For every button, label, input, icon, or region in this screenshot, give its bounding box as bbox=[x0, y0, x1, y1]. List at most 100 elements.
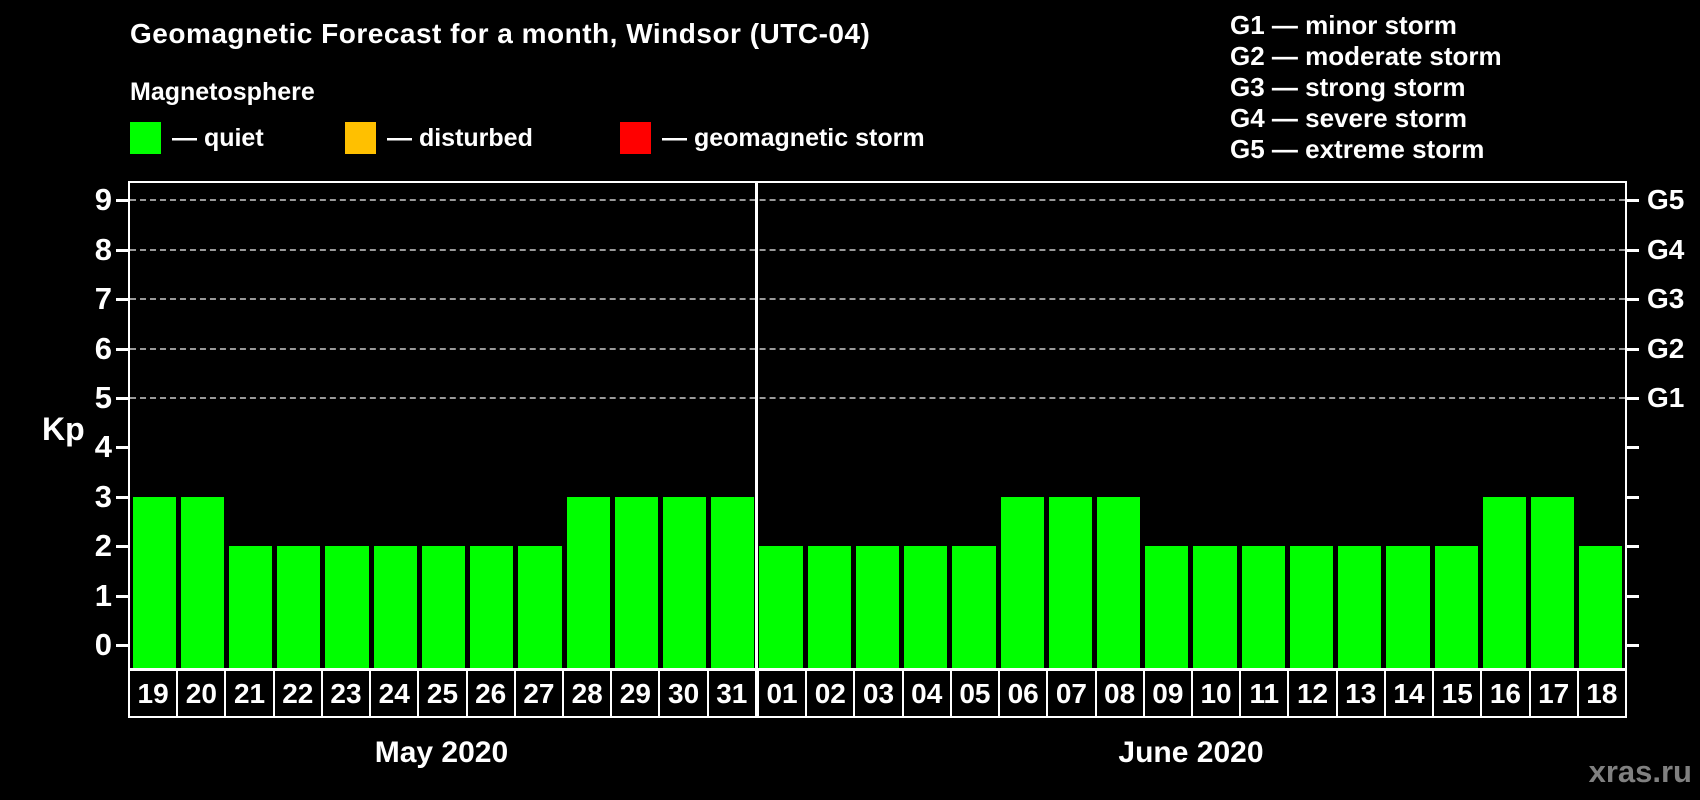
day-label: 30 bbox=[658, 669, 709, 718]
bar-day-29 bbox=[614, 496, 658, 668]
y-axis-tick-right bbox=[1627, 347, 1639, 351]
day-label: 25 bbox=[417, 669, 468, 718]
day-label: 15 bbox=[1432, 669, 1483, 718]
y-tick-label: 6 bbox=[94, 330, 112, 366]
day-label: 07 bbox=[1046, 669, 1097, 718]
day-label: 24 bbox=[369, 669, 420, 718]
chart-subtitle: Magnetosphere bbox=[130, 78, 315, 106]
y-axis-tick-left bbox=[116, 545, 128, 549]
bar-day-24 bbox=[373, 546, 417, 668]
y-axis-tick-right bbox=[1627, 545, 1639, 549]
legend-swatch-disturbed bbox=[345, 122, 376, 154]
gridline-kp9 bbox=[130, 199, 1625, 202]
y-tick-label: 3 bbox=[94, 478, 112, 514]
y-axis-title: Kp bbox=[42, 411, 85, 447]
day-label: 04 bbox=[901, 669, 952, 718]
bar-day-16 bbox=[1482, 496, 1527, 668]
day-label: 06 bbox=[998, 669, 1049, 718]
y-tick-label: 9 bbox=[94, 182, 112, 218]
y-tick-label: 7 bbox=[94, 281, 112, 317]
legend-item-disturbed: — disturbed bbox=[345, 122, 533, 154]
g-legend-item: G4 — severe storm bbox=[1230, 103, 1468, 133]
page-title: Geomagnetic Forecast for a month, Windso… bbox=[130, 18, 871, 49]
day-label: 31 bbox=[706, 669, 757, 718]
bar-day-15 bbox=[1434, 546, 1478, 668]
day-label: 27 bbox=[513, 669, 565, 718]
bar-day-31 bbox=[711, 496, 755, 668]
y-tick-label: 8 bbox=[94, 231, 112, 267]
g-level-label-g2: G2 bbox=[1647, 332, 1685, 364]
bar-day-20 bbox=[180, 496, 224, 668]
day-label: 14 bbox=[1383, 669, 1435, 718]
day-label: 10 bbox=[1190, 669, 1242, 718]
legend-label-storm: — geomagnetic storm bbox=[662, 123, 925, 152]
y-axis-tick-left bbox=[116, 248, 128, 252]
bar-day-19 bbox=[132, 496, 176, 668]
gridline-kp5 bbox=[130, 397, 1625, 399]
y-axis-tick-right bbox=[1627, 495, 1639, 499]
day-label: 20 bbox=[176, 669, 227, 718]
bar-day-18 bbox=[1579, 546, 1623, 668]
bar-day-17 bbox=[1531, 496, 1575, 668]
month-label-may: May 2020 bbox=[374, 736, 509, 769]
y-axis-tick-left bbox=[116, 594, 128, 598]
y-axis-tick-left bbox=[116, 347, 128, 351]
magnetosphere-legend: — quiet — disturbed — geomagnetic storm bbox=[0, 122, 1100, 164]
bar-day-14 bbox=[1386, 546, 1430, 668]
bar-day-27 bbox=[518, 546, 562, 668]
g-level-label-g5: G5 bbox=[1647, 184, 1685, 216]
day-label: 23 bbox=[320, 669, 372, 718]
legend-swatch-quiet bbox=[130, 122, 161, 154]
day-label: 13 bbox=[1335, 669, 1386, 718]
day-label: 12 bbox=[1287, 669, 1338, 718]
day-label: 01 bbox=[756, 669, 808, 718]
bar-day-04 bbox=[904, 546, 948, 668]
gridline-kp8 bbox=[130, 248, 1625, 251]
y-axis-tick-left bbox=[116, 446, 128, 450]
day-label: 21 bbox=[224, 669, 275, 718]
g-level-label-g3: G3 bbox=[1647, 283, 1685, 315]
bar-day-11 bbox=[1241, 546, 1285, 668]
bar-day-09 bbox=[1145, 546, 1189, 668]
month-label-june: June 2020 bbox=[1118, 736, 1264, 769]
bar-day-22 bbox=[277, 546, 321, 668]
day-label: 26 bbox=[465, 669, 516, 718]
y-axis-tick-right bbox=[1627, 594, 1639, 598]
y-axis-tick-right bbox=[1627, 446, 1639, 450]
day-label: 16 bbox=[1480, 669, 1531, 718]
bar-day-07 bbox=[1048, 496, 1092, 668]
gridline-kp6 bbox=[130, 347, 1625, 350]
g-legend-item: G3 — strong storm bbox=[1230, 72, 1466, 102]
g-scale-legend: G1 — minor storm G2 — moderate storm G3 — … bbox=[1230, 10, 1502, 165]
day-label: 02 bbox=[805, 669, 856, 718]
watermark: xras.ru bbox=[1588, 754, 1692, 789]
y-axis-tick-right bbox=[1627, 397, 1639, 400]
bar-day-06 bbox=[1000, 496, 1044, 668]
day-label: 28 bbox=[562, 669, 613, 718]
gridline-kp7 bbox=[130, 298, 1625, 301]
day-label: 18 bbox=[1576, 669, 1627, 718]
bar-day-13 bbox=[1338, 546, 1382, 668]
legend-item-quiet: — quiet bbox=[130, 122, 264, 154]
bar-day-26 bbox=[470, 546, 514, 668]
bar-day-03 bbox=[855, 546, 900, 668]
y-axis-tick-left bbox=[116, 495, 128, 499]
g-legend-item: G2 — moderate storm bbox=[1230, 41, 1502, 71]
y-axis-tick-left bbox=[116, 644, 128, 647]
day-label: 22 bbox=[272, 669, 323, 718]
g-level-label-g1: G1 bbox=[1647, 382, 1685, 413]
day-label: 08 bbox=[1094, 669, 1145, 718]
g-legend-item: G5 — extreme storm bbox=[1230, 134, 1485, 164]
y-axis-tick-right bbox=[1627, 644, 1639, 647]
legend-item-storm: — geomagnetic storm bbox=[620, 122, 925, 154]
day-label: 19 bbox=[128, 669, 179, 718]
y-axis-tick-left bbox=[116, 199, 128, 203]
day-label: 05 bbox=[949, 669, 1001, 718]
day-label: 29 bbox=[610, 669, 661, 718]
day-label: 09 bbox=[1142, 669, 1193, 718]
day-label: 03 bbox=[853, 669, 904, 718]
bar-day-01 bbox=[759, 546, 803, 668]
bar-day-10 bbox=[1193, 546, 1237, 668]
bar-day-28 bbox=[566, 496, 610, 668]
y-axis-tick-left bbox=[116, 298, 128, 302]
